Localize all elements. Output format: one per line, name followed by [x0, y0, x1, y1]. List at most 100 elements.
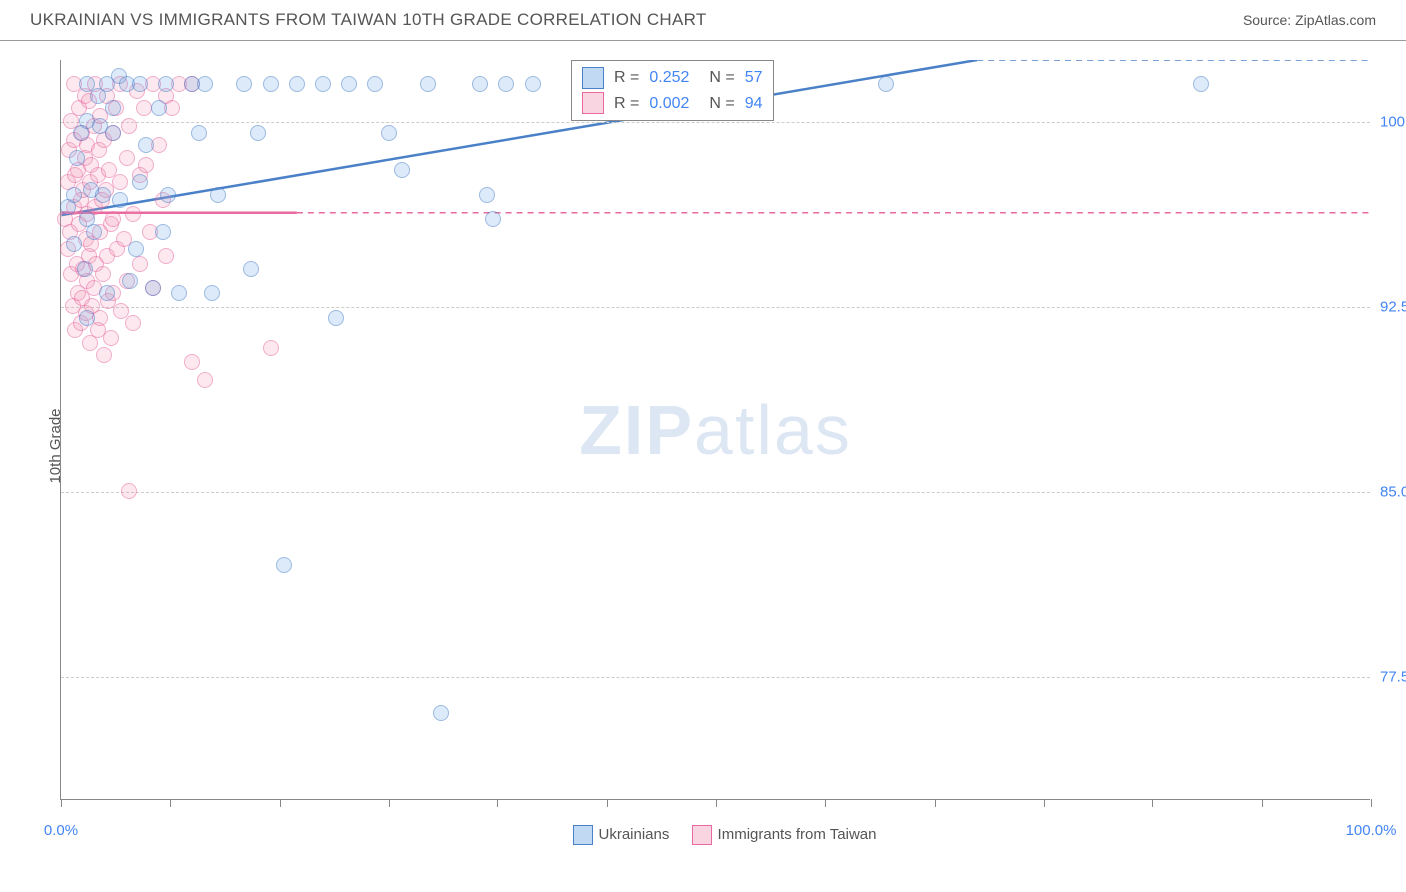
x-tick — [497, 799, 498, 807]
data-point — [367, 76, 383, 92]
swatch-pink — [692, 825, 712, 845]
trend-lines — [61, 60, 1370, 799]
swatch-blue — [582, 67, 604, 89]
watermark: ZIPatlas — [579, 390, 852, 470]
data-point — [381, 125, 397, 141]
data-point — [95, 266, 111, 282]
data-point — [122, 273, 138, 289]
data-point — [86, 224, 102, 240]
data-point — [99, 285, 115, 301]
data-point — [105, 100, 121, 116]
data-point — [479, 187, 495, 203]
data-point — [341, 76, 357, 92]
data-point — [197, 76, 213, 92]
data-point — [155, 224, 171, 240]
data-point — [105, 125, 121, 141]
data-point — [119, 150, 135, 166]
chart-plot-area: ZIPatlas R = 0.252 N = 57 R = 0.002 N = … — [60, 60, 1370, 800]
data-point — [66, 236, 82, 252]
x-tick-label: 0.0% — [44, 822, 78, 839]
data-point — [69, 150, 85, 166]
data-point — [112, 174, 128, 190]
x-tick — [935, 799, 936, 807]
data-point — [132, 174, 148, 190]
data-point — [276, 557, 292, 573]
n-label: N = — [709, 65, 734, 91]
x-tick — [1152, 799, 1153, 807]
data-point — [197, 372, 213, 388]
data-point — [132, 256, 148, 272]
data-point — [125, 206, 141, 222]
x-tick — [1371, 799, 1372, 807]
y-tick-label: 92.5% — [1380, 298, 1406, 315]
gridline-horizontal — [61, 677, 1370, 678]
data-point — [289, 76, 305, 92]
data-point — [145, 280, 161, 296]
x-tick — [280, 799, 281, 807]
x-tick — [1044, 799, 1045, 807]
gridline-horizontal — [61, 307, 1370, 308]
data-point — [236, 76, 252, 92]
data-point — [433, 705, 449, 721]
data-point — [525, 76, 541, 92]
data-point — [151, 100, 167, 116]
data-point — [184, 354, 200, 370]
legend-label-ukrainians: Ukrainians — [599, 826, 670, 843]
data-point — [263, 76, 279, 92]
gridline-horizontal — [61, 492, 1370, 493]
data-point — [136, 100, 152, 116]
n-label: N = — [709, 91, 734, 117]
correlation-legend: R = 0.252 N = 57 R = 0.002 N = 94 — [571, 60, 774, 121]
x-tick — [61, 799, 62, 807]
x-tick — [389, 799, 390, 807]
r-value-pink: 0.002 — [649, 91, 689, 117]
data-point — [191, 125, 207, 141]
n-value-pink: 94 — [745, 91, 763, 117]
data-point — [420, 76, 436, 92]
legend-row-taiwan: R = 0.002 N = 94 — [582, 91, 763, 117]
data-point — [96, 347, 112, 363]
data-point — [263, 340, 279, 356]
data-point — [204, 285, 220, 301]
data-point — [171, 285, 187, 301]
data-point — [498, 76, 514, 92]
x-tick — [716, 799, 717, 807]
data-point — [125, 315, 141, 331]
data-point — [79, 310, 95, 326]
data-point — [158, 76, 174, 92]
data-point — [77, 261, 93, 277]
data-point — [121, 483, 137, 499]
data-point — [95, 187, 111, 203]
legend-row-ukrainians: R = 0.252 N = 57 — [582, 65, 763, 91]
gridline-horizontal — [61, 122, 1370, 123]
x-tick — [1262, 799, 1263, 807]
data-point — [112, 192, 128, 208]
x-tick — [825, 799, 826, 807]
r-label: R = — [614, 65, 639, 91]
legend-label-taiwan: Immigrants from Taiwan — [718, 826, 877, 843]
data-point — [158, 248, 174, 264]
data-point — [138, 157, 154, 173]
data-point — [485, 211, 501, 227]
data-point — [160, 187, 176, 203]
swatch-blue — [573, 825, 593, 845]
chart-header: UKRAINIAN VS IMMIGRANTS FROM TAIWAN 10TH… — [0, 0, 1406, 41]
data-point — [315, 76, 331, 92]
chart-source: Source: ZipAtlas.com — [1243, 12, 1376, 28]
data-point — [210, 187, 226, 203]
y-tick-label: 85.0% — [1380, 483, 1406, 500]
r-value-blue: 0.252 — [649, 65, 689, 91]
data-point — [132, 76, 148, 92]
r-label: R = — [614, 91, 639, 117]
x-tick — [607, 799, 608, 807]
data-point — [105, 211, 121, 227]
chart-title: UKRAINIAN VS IMMIGRANTS FROM TAIWAN 10TH… — [30, 10, 707, 30]
n-value-blue: 57 — [745, 65, 763, 91]
series-legend: Ukrainians Immigrants from Taiwan — [61, 825, 1370, 845]
x-tick-label: 100.0% — [1346, 822, 1397, 839]
y-tick-label: 77.5% — [1380, 668, 1406, 685]
y-tick-label: 100.0% — [1380, 113, 1406, 130]
data-point — [250, 125, 266, 141]
data-point — [243, 261, 259, 277]
data-point — [878, 76, 894, 92]
